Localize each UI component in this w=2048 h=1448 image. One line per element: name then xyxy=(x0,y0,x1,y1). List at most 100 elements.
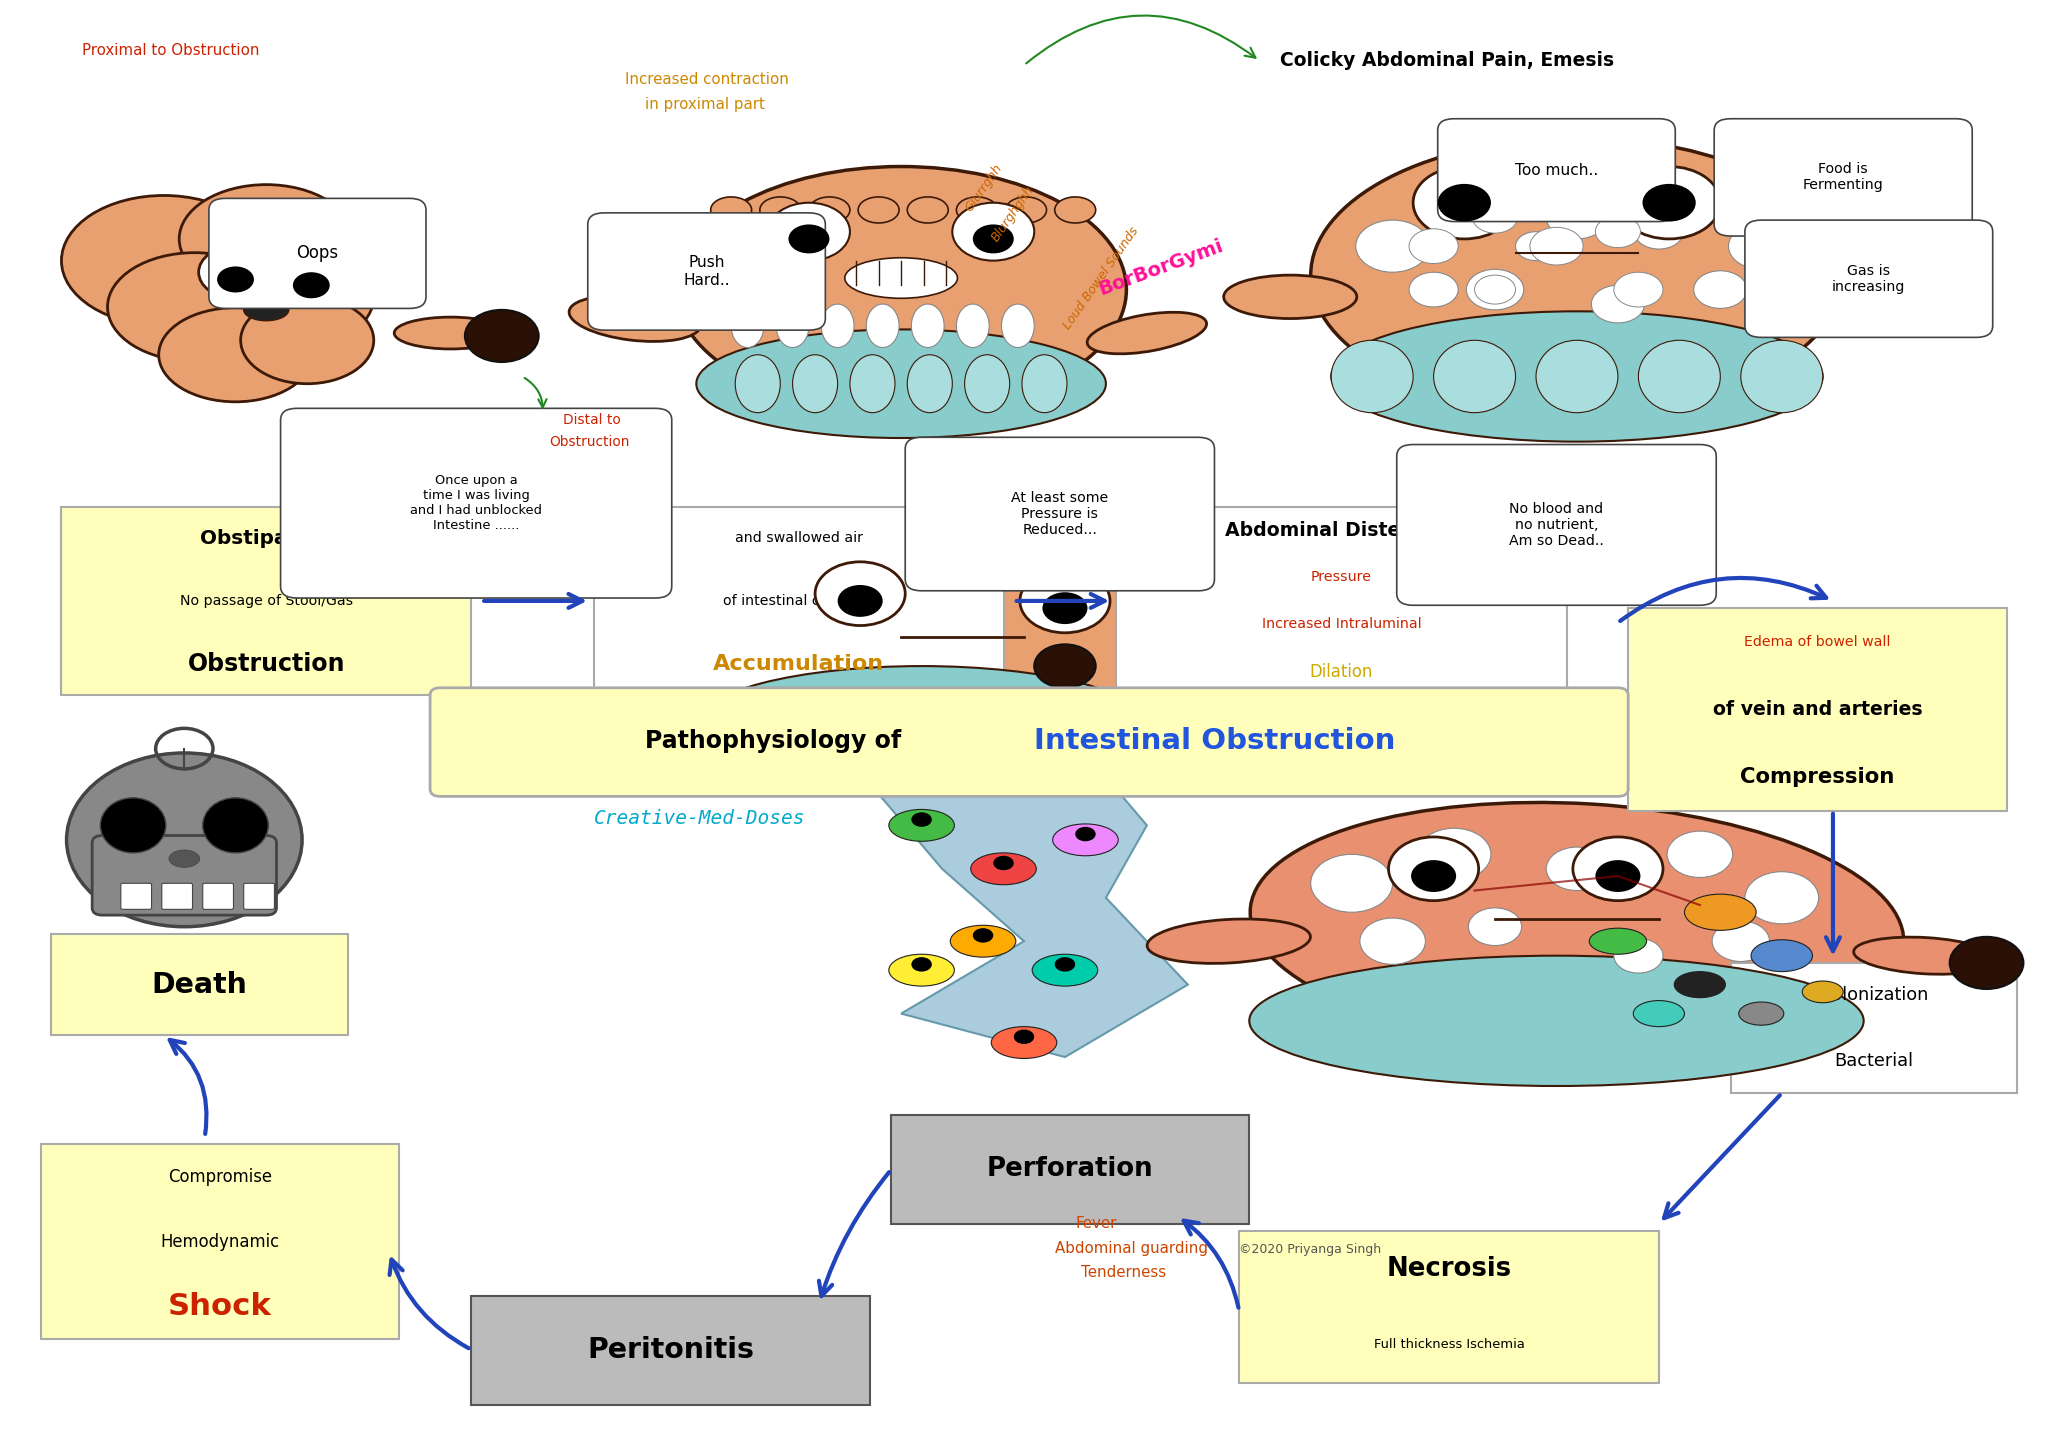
Circle shape xyxy=(1667,831,1733,877)
Ellipse shape xyxy=(1053,824,1118,856)
FancyBboxPatch shape xyxy=(1745,220,1993,337)
Ellipse shape xyxy=(1249,956,1864,1086)
Ellipse shape xyxy=(844,258,958,298)
Ellipse shape xyxy=(1055,197,1096,223)
Text: Pathophysiology of: Pathophysiology of xyxy=(645,730,909,753)
Ellipse shape xyxy=(911,304,944,348)
Circle shape xyxy=(1614,272,1663,307)
Text: BorBorGymi: BorBorGymi xyxy=(1096,236,1227,300)
Ellipse shape xyxy=(866,304,899,348)
Text: Full thickness Ischemia: Full thickness Ischemia xyxy=(1374,1338,1524,1351)
Circle shape xyxy=(973,224,1014,253)
Ellipse shape xyxy=(940,727,985,779)
FancyBboxPatch shape xyxy=(61,507,471,695)
Ellipse shape xyxy=(168,850,201,867)
Ellipse shape xyxy=(1675,972,1726,998)
Text: Proximal to Obstruction: Proximal to Obstruction xyxy=(82,43,260,58)
Text: Dilation: Dilation xyxy=(1311,663,1372,681)
Text: Abdominal guarding: Abdominal guarding xyxy=(1055,1241,1208,1255)
Text: Creative-Med-Doses: Creative-Med-Doses xyxy=(594,808,805,828)
Ellipse shape xyxy=(809,197,850,223)
Circle shape xyxy=(1618,167,1720,239)
Text: No passage of Stool/Gas: No passage of Stool/Gas xyxy=(180,594,352,608)
Ellipse shape xyxy=(1006,197,1047,223)
Text: Increased Intraluminal: Increased Intraluminal xyxy=(1262,617,1421,631)
FancyBboxPatch shape xyxy=(209,198,426,308)
Text: Fever: Fever xyxy=(1075,1216,1116,1231)
Circle shape xyxy=(1413,167,1516,239)
Circle shape xyxy=(911,957,932,972)
FancyBboxPatch shape xyxy=(594,507,1004,695)
Circle shape xyxy=(1442,180,1507,226)
Ellipse shape xyxy=(1741,340,1823,413)
Text: Accumulation: Accumulation xyxy=(713,653,885,673)
Ellipse shape xyxy=(696,543,1188,760)
FancyBboxPatch shape xyxy=(1116,507,1567,695)
Ellipse shape xyxy=(889,954,954,986)
Text: Push
Hard..: Push Hard.. xyxy=(684,255,729,288)
Ellipse shape xyxy=(244,300,289,320)
Polygon shape xyxy=(881,753,1188,1057)
Circle shape xyxy=(1634,214,1683,249)
FancyBboxPatch shape xyxy=(1239,1231,1659,1383)
Ellipse shape xyxy=(696,666,1147,782)
Circle shape xyxy=(788,224,829,253)
Ellipse shape xyxy=(1311,138,1843,413)
Circle shape xyxy=(1473,201,1518,233)
Ellipse shape xyxy=(1802,982,1843,1002)
Text: Abdominal Distension: Abdominal Distension xyxy=(1225,521,1458,540)
Circle shape xyxy=(1516,232,1556,261)
Circle shape xyxy=(1614,938,1663,973)
Circle shape xyxy=(1014,1030,1034,1044)
Text: Death: Death xyxy=(152,970,248,999)
Text: of vein and arteries: of vein and arteries xyxy=(1712,699,1923,720)
Circle shape xyxy=(1530,227,1583,265)
Text: Colicky Abdominal Pain, Emesis: Colicky Abdominal Pain, Emesis xyxy=(1280,51,1614,71)
Ellipse shape xyxy=(950,925,1016,957)
Text: Pressure: Pressure xyxy=(1311,571,1372,585)
Circle shape xyxy=(1409,272,1458,307)
Ellipse shape xyxy=(1798,284,1929,324)
Circle shape xyxy=(1020,569,1110,633)
Text: Perforation: Perforation xyxy=(987,1157,1153,1182)
Circle shape xyxy=(1546,195,1608,239)
Ellipse shape xyxy=(61,195,266,326)
Ellipse shape xyxy=(858,197,899,223)
Circle shape xyxy=(952,203,1034,261)
Ellipse shape xyxy=(1536,340,1618,413)
Text: Intestinal Obstruction: Intestinal Obstruction xyxy=(1034,727,1395,756)
Ellipse shape xyxy=(1032,954,1098,986)
Text: Increased contraction: Increased contraction xyxy=(625,72,788,87)
FancyBboxPatch shape xyxy=(41,1144,399,1339)
Ellipse shape xyxy=(393,317,508,349)
Ellipse shape xyxy=(991,1027,1057,1058)
Ellipse shape xyxy=(1022,355,1067,413)
Circle shape xyxy=(465,310,539,362)
Ellipse shape xyxy=(1022,720,1067,770)
Text: Tenderness: Tenderness xyxy=(1081,1266,1167,1280)
Circle shape xyxy=(1042,592,1087,624)
FancyBboxPatch shape xyxy=(92,835,276,915)
Text: Gas is
increasing: Gas is increasing xyxy=(1833,264,1905,294)
Ellipse shape xyxy=(907,197,948,223)
Text: ©2020 Priyanga Singh: ©2020 Priyanga Singh xyxy=(1239,1244,1380,1255)
FancyBboxPatch shape xyxy=(244,883,274,909)
Circle shape xyxy=(1466,269,1524,310)
Ellipse shape xyxy=(776,304,809,348)
Text: and swallowed air: and swallowed air xyxy=(735,531,862,546)
Ellipse shape xyxy=(760,197,801,223)
Ellipse shape xyxy=(1686,893,1757,931)
Ellipse shape xyxy=(1589,928,1647,954)
Ellipse shape xyxy=(907,355,952,413)
FancyBboxPatch shape xyxy=(1397,445,1716,605)
Ellipse shape xyxy=(1331,311,1823,442)
Text: in proximal part: in proximal part xyxy=(645,97,766,111)
Circle shape xyxy=(838,585,883,617)
Circle shape xyxy=(815,562,905,626)
Circle shape xyxy=(1360,918,1425,964)
FancyBboxPatch shape xyxy=(1731,963,2017,1093)
Ellipse shape xyxy=(66,753,303,927)
FancyBboxPatch shape xyxy=(891,1115,1249,1224)
Circle shape xyxy=(1595,860,1640,892)
Ellipse shape xyxy=(1087,313,1206,353)
